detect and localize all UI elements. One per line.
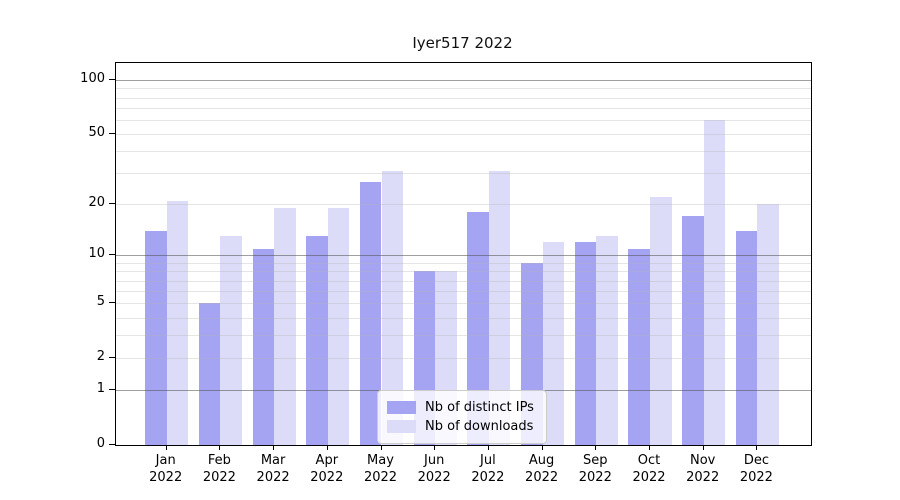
x-tick	[380, 445, 382, 450]
x-tick-label: Oct 2022	[632, 453, 666, 485]
y-tick-label: 100	[80, 71, 105, 86]
x-tick	[165, 445, 167, 450]
bar-downloads	[703, 119, 726, 445]
bar-distinct-ips	[735, 230, 758, 445]
legend-row: Nb of downloads	[378, 419, 546, 434]
minor-gridline	[116, 107, 811, 109]
x-tick	[434, 445, 436, 450]
x-tick-label: May 2022	[363, 453, 398, 485]
bar-distinct-ips	[145, 230, 167, 445]
x-tick-label: Nov 2022	[686, 453, 720, 485]
x-tick	[326, 445, 328, 450]
x-tick-label: Dec 2022	[739, 453, 773, 485]
minor-gridline	[116, 358, 811, 360]
minor-gridline	[116, 119, 811, 121]
minor-gridline	[116, 271, 811, 273]
x-tick	[487, 445, 489, 450]
bar-distinct-ips	[198, 303, 221, 445]
bar-distinct-ips	[306, 236, 328, 445]
legend-label: Nb of distinct IPs	[425, 400, 534, 415]
x-tick-label: Jul 2022	[471, 453, 505, 485]
minor-gridline	[116, 291, 811, 293]
bar-distinct-ips	[467, 212, 489, 445]
x-tick	[595, 445, 597, 450]
x-tick-label: Jun 2022	[417, 453, 451, 485]
bar-downloads	[274, 208, 296, 445]
y-tick-label: 0	[96, 436, 105, 451]
bar-downloads	[542, 242, 565, 445]
y-tick	[109, 79, 115, 80]
bar-downloads	[596, 236, 618, 445]
minor-gridline	[116, 88, 811, 90]
y-tick	[109, 203, 115, 205]
y-tick	[109, 254, 115, 256]
chart-title: Iyer517 2022	[412, 34, 513, 52]
minor-gridline	[116, 97, 811, 99]
legend-label: Nb of downloads	[425, 419, 534, 434]
minor-gridline	[116, 335, 811, 337]
y-tick	[109, 389, 115, 391]
x-tick-label: Apr 2022	[310, 453, 344, 485]
bar-downloads	[327, 208, 350, 445]
y-tick-label: 1	[96, 381, 105, 397]
y-tick	[109, 444, 115, 445]
minor-gridline	[116, 134, 811, 135]
bar-downloads	[220, 236, 242, 445]
minor-gridline	[116, 204, 811, 206]
x-tick-label: Mar 2022	[256, 453, 290, 485]
bar-downloads	[166, 200, 189, 445]
bar-distinct-ips	[682, 216, 704, 445]
bar-downloads	[757, 204, 779, 445]
y-tick	[109, 133, 115, 134]
x-tick-label: Jan 2022	[149, 453, 183, 485]
y-tick	[109, 357, 115, 359]
x-tick-label: Sep 2022	[578, 453, 612, 485]
y-tick-label: 5	[96, 294, 105, 310]
legend-row: Nb of distinct IPs	[378, 400, 546, 415]
y-tick-label: 20	[88, 195, 105, 211]
bar-distinct-ips	[574, 242, 597, 445]
y-tick-label: 10	[88, 246, 105, 262]
bar-downloads	[488, 170, 511, 445]
bar-distinct-ips	[252, 248, 275, 445]
x-tick	[702, 445, 704, 450]
bar-downloads	[650, 197, 672, 445]
y-tick	[109, 302, 115, 304]
x-tick	[756, 445, 758, 450]
minor-gridline	[116, 317, 811, 319]
bar-distinct-ips	[628, 248, 650, 445]
x-tick-label: Aug 2022	[525, 453, 559, 485]
major-gridline	[116, 80, 811, 81]
minor-gridline	[116, 280, 811, 282]
y-tick-label: 50	[88, 125, 105, 140]
bar-distinct-ips	[359, 181, 382, 445]
major-gridline	[116, 255, 811, 257]
minor-gridline	[116, 262, 811, 264]
minor-gridline	[116, 173, 811, 175]
x-tick	[541, 445, 543, 450]
bar-downloads	[381, 170, 404, 445]
x-tick-label: Feb 2022	[202, 453, 236, 485]
minor-gridline	[116, 151, 811, 153]
x-tick	[219, 445, 221, 450]
x-tick	[273, 445, 275, 450]
plot-area: Nb of distinct IPs Nb of downloads	[115, 62, 812, 446]
legend-swatch	[387, 420, 416, 433]
legend-swatch	[387, 401, 416, 414]
x-tick	[649, 445, 650, 450]
legend: Nb of distinct IPs Nb of downloads	[377, 390, 547, 444]
minor-gridline	[116, 303, 811, 305]
y-tick-label: 2	[96, 349, 105, 365]
